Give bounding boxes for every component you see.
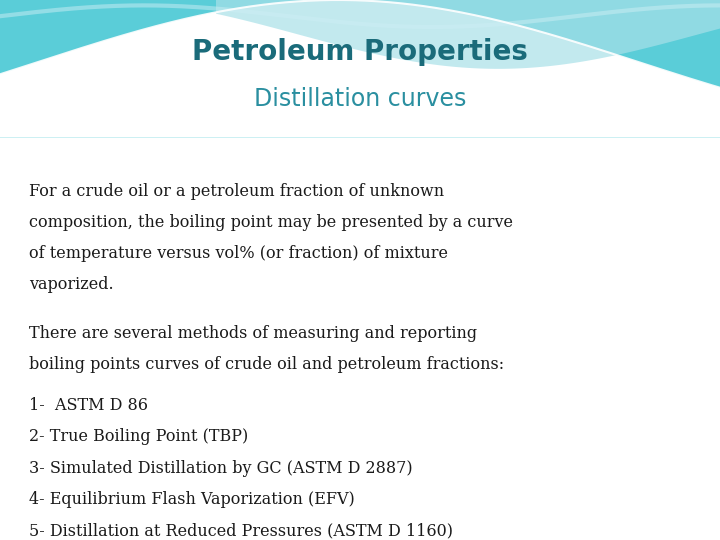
Text: 4- Equilibrium Flash Vaporization (EFV): 4- Equilibrium Flash Vaporization (EFV) (29, 491, 354, 508)
Polygon shape (0, 0, 720, 138)
Text: Petroleum Properties: Petroleum Properties (192, 38, 528, 66)
Text: vaporized.: vaporized. (29, 276, 114, 293)
Text: of temperature versus vol% (or fraction) of mixture: of temperature versus vol% (or fraction)… (29, 245, 448, 262)
Text: boiling points curves of crude oil and petroleum fractions:: boiling points curves of crude oil and p… (29, 356, 504, 373)
Text: composition, the boiling point may be presented by a curve: composition, the boiling point may be pr… (29, 214, 513, 231)
Polygon shape (0, 0, 720, 138)
Text: 2- True Boiling Point (TBP): 2- True Boiling Point (TBP) (29, 428, 248, 446)
Text: 5- Distillation at Reduced Pressures (ASTM D 1160): 5- Distillation at Reduced Pressures (AS… (29, 522, 453, 539)
Text: 3- Simulated Distillation by GC (ASTM D 2887): 3- Simulated Distillation by GC (ASTM D … (29, 460, 413, 477)
Text: 1-  ASTM D 86: 1- ASTM D 86 (29, 397, 148, 414)
Text: There are several methods of measuring and reporting: There are several methods of measuring a… (29, 325, 477, 342)
Polygon shape (216, 0, 720, 69)
Text: Distillation curves: Distillation curves (254, 87, 466, 111)
Text: For a crude oil or a petroleum fraction of unknown: For a crude oil or a petroleum fraction … (29, 183, 444, 199)
Polygon shape (0, 138, 720, 540)
